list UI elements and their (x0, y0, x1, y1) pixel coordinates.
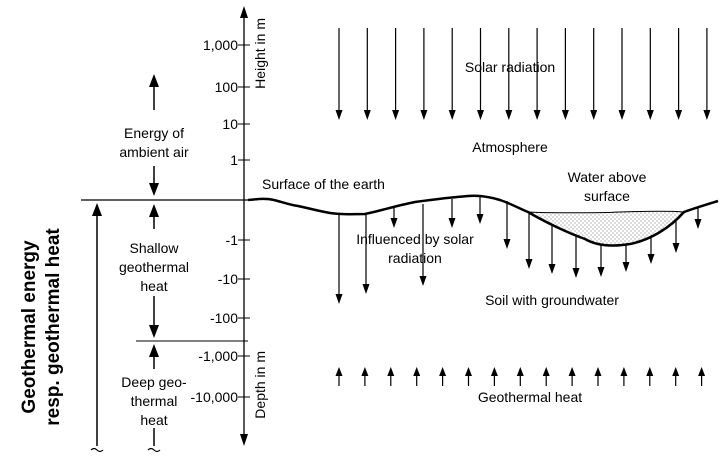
tick-label-minus-100: -100 (210, 310, 238, 326)
geothermal-heat-arrow (361, 367, 369, 386)
influenced-by-solar-label-line1: Influenced by solar (356, 231, 474, 247)
deep-geothermal-label-line1: Deep geo- (121, 374, 187, 390)
solar-radiation-arrow (646, 28, 654, 120)
solar-radiation-arrow (703, 28, 711, 120)
tick-label-minus-10: -10 (218, 271, 238, 287)
solar-influence-arrow (572, 235, 580, 278)
solar-influence-arrow (448, 199, 456, 228)
geothermal-heat-arrow (620, 367, 628, 386)
geothermal-heat-arrow (335, 367, 343, 386)
solar-radiation-arrow (561, 28, 569, 120)
solar-influence-arrow (694, 207, 702, 229)
solar-influence-arrow (622, 244, 630, 272)
deep-geothermal-label-line2: thermal (131, 393, 178, 409)
energy-ambient-air-label-line1: Energy of (124, 125, 184, 141)
height-axis-label: Height in m (252, 18, 268, 89)
geothermal-heat-arrow (387, 367, 395, 386)
geothermal-heat-arrow (439, 367, 447, 386)
side-title-line2: resp. geothermal heat (43, 228, 64, 426)
solar-influence-arrow (647, 238, 655, 264)
shallow-geothermal-label-line1: Shallow (129, 240, 179, 256)
solar-influence-arrow (672, 220, 680, 253)
solar-influence-arrow (525, 214, 533, 269)
solar-influence-arrow (597, 244, 605, 277)
geothermal-heat-arrow (490, 367, 498, 386)
geothermal-heat-arrow (698, 367, 706, 386)
solar-radiation-arrow (420, 28, 428, 120)
geothermal-heat-arrow (465, 367, 472, 386)
solar-radiation-arrow (533, 28, 541, 120)
solar-influence-arrows (335, 196, 702, 304)
geothermal-heat-arrow (568, 367, 576, 386)
solar-radiation-arrow (590, 28, 598, 120)
solar-influence-arrow (419, 204, 427, 286)
depth-axis-label: Depth in m (252, 351, 268, 419)
water-above-label-line2: surface (584, 188, 630, 204)
solar-influence-arrow (335, 213, 343, 304)
geothermal-heat-label: Geothermal heat (478, 389, 582, 405)
geothermal-heat-arrow (646, 367, 654, 386)
solar-influence-arrow (503, 201, 511, 249)
influenced-by-solar-label-line2: radiation (388, 250, 442, 266)
solar-radiation-arrow (335, 28, 343, 120)
shallow-geothermal-label-line3: heat (140, 278, 167, 294)
geothermal-heat-arrow (516, 367, 524, 386)
solar-radiation-arrow (363, 28, 371, 120)
tick-label-100: 100 (215, 79, 239, 95)
solar-radiation-arrow (392, 28, 400, 120)
solar-radiation-arrow (448, 28, 456, 120)
geothermal-heat-arrows (335, 367, 706, 386)
solar-influence-arrow (476, 196, 484, 224)
shallow-geothermal-label-line2: geothermal (119, 259, 189, 275)
deep-geothermal-label-line3: heat (140, 412, 167, 428)
tick-label-minus-1: -1 (226, 232, 239, 248)
left-zone-arrows (90, 74, 161, 453)
solar-radiation-arrows (335, 28, 711, 120)
ground-surface-line (247, 194, 719, 247)
tick-label-1: 1 (230, 152, 238, 168)
solar-radiation-label: Solar radiation (465, 59, 555, 75)
solar-radiation-arrow (505, 28, 513, 120)
geothermal-heat-arrow (672, 367, 680, 386)
tick-label-minus-1000: -1,000 (198, 348, 238, 364)
tick-label-10: 10 (222, 116, 238, 132)
tick-label-minus-10000: -10,000 (191, 389, 239, 405)
solar-radiation-arrow (675, 28, 683, 120)
solar-influence-arrow (362, 214, 370, 294)
atmosphere-label: Atmosphere (472, 139, 548, 155)
side-title-line1: Geothermal energy (19, 240, 40, 414)
solar-influence-arrow (548, 225, 556, 274)
tick-label-1000: 1,000 (203, 37, 238, 53)
energy-ambient-air-label-line2: ambient air (119, 144, 189, 160)
soil-with-groundwater-label: Soil with groundwater (485, 292, 619, 308)
solar-influence-arrow (390, 208, 398, 228)
vertical-scale-axis (238, 6, 250, 446)
solar-radiation-arrow (618, 28, 626, 120)
geothermal-heat-arrow (413, 367, 421, 386)
geothermal-heat-arrow (594, 367, 602, 386)
surface-of-earth-label: Surface of the earth (262, 176, 385, 192)
geothermal-heat-arrow (542, 367, 550, 386)
solar-radiation-arrow (477, 28, 484, 120)
water-above-label-line1: Water above (568, 169, 647, 185)
